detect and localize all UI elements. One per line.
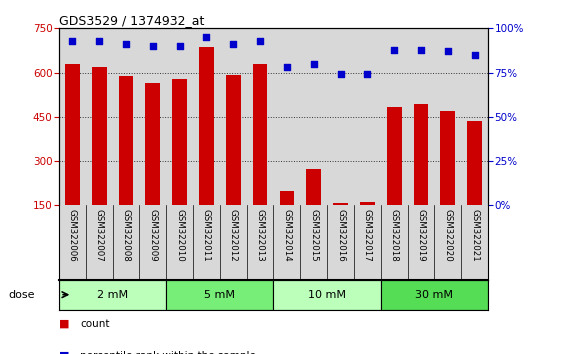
Bar bbox=[360, 202, 375, 205]
Bar bbox=[118, 75, 134, 205]
Bar bbox=[252, 64, 268, 205]
Point bbox=[309, 61, 318, 67]
Text: 30 mM: 30 mM bbox=[416, 290, 453, 300]
Text: ■: ■ bbox=[59, 319, 70, 329]
Text: GSM322019: GSM322019 bbox=[416, 209, 425, 262]
Bar bbox=[172, 79, 187, 205]
Point bbox=[175, 43, 184, 49]
Text: 10 mM: 10 mM bbox=[308, 290, 346, 300]
Bar bbox=[92, 67, 107, 205]
Point bbox=[122, 41, 131, 47]
Point bbox=[470, 52, 479, 58]
Text: GSM322018: GSM322018 bbox=[390, 209, 399, 262]
Text: GSM322021: GSM322021 bbox=[470, 209, 479, 262]
Point bbox=[202, 34, 211, 40]
Bar bbox=[59, 280, 166, 310]
Text: GSM322012: GSM322012 bbox=[229, 209, 238, 262]
Text: GSM322013: GSM322013 bbox=[256, 209, 265, 262]
Bar bbox=[273, 280, 381, 310]
Text: GSM322015: GSM322015 bbox=[309, 209, 318, 262]
Text: percentile rank within the sample: percentile rank within the sample bbox=[80, 351, 256, 354]
Bar bbox=[166, 280, 273, 310]
Point bbox=[95, 38, 104, 44]
Text: GSM322010: GSM322010 bbox=[175, 209, 184, 262]
Text: dose: dose bbox=[8, 290, 35, 300]
Point bbox=[148, 43, 157, 49]
Bar bbox=[65, 64, 80, 205]
Point bbox=[68, 38, 77, 44]
Text: GDS3529 / 1374932_at: GDS3529 / 1374932_at bbox=[59, 14, 204, 27]
Point bbox=[390, 47, 399, 52]
Bar bbox=[440, 111, 455, 205]
Bar bbox=[279, 191, 295, 205]
Bar bbox=[333, 203, 348, 205]
Text: GSM322017: GSM322017 bbox=[363, 209, 372, 262]
Bar bbox=[226, 75, 241, 205]
Text: GSM322011: GSM322011 bbox=[202, 209, 211, 262]
Bar bbox=[145, 83, 160, 205]
Point bbox=[416, 47, 425, 52]
Bar bbox=[199, 47, 214, 205]
Bar bbox=[306, 169, 321, 205]
Text: GSM322016: GSM322016 bbox=[336, 209, 345, 262]
Text: count: count bbox=[80, 319, 110, 329]
Text: GSM322007: GSM322007 bbox=[95, 209, 104, 262]
Text: 2 mM: 2 mM bbox=[97, 290, 128, 300]
Text: ■: ■ bbox=[59, 351, 70, 354]
Text: GSM322020: GSM322020 bbox=[443, 209, 452, 262]
Bar bbox=[381, 280, 488, 310]
Point bbox=[256, 38, 265, 44]
Point bbox=[443, 48, 452, 54]
Text: GSM322006: GSM322006 bbox=[68, 209, 77, 262]
Point bbox=[282, 64, 291, 70]
Text: GSM322014: GSM322014 bbox=[282, 209, 291, 262]
Text: GSM322009: GSM322009 bbox=[148, 209, 157, 262]
Point bbox=[336, 72, 345, 77]
Point bbox=[229, 41, 238, 47]
Text: GSM322008: GSM322008 bbox=[122, 209, 131, 262]
Bar bbox=[467, 121, 482, 205]
Text: 5 mM: 5 mM bbox=[204, 290, 236, 300]
Point bbox=[363, 72, 372, 77]
Bar bbox=[413, 104, 429, 205]
Bar bbox=[387, 107, 402, 205]
